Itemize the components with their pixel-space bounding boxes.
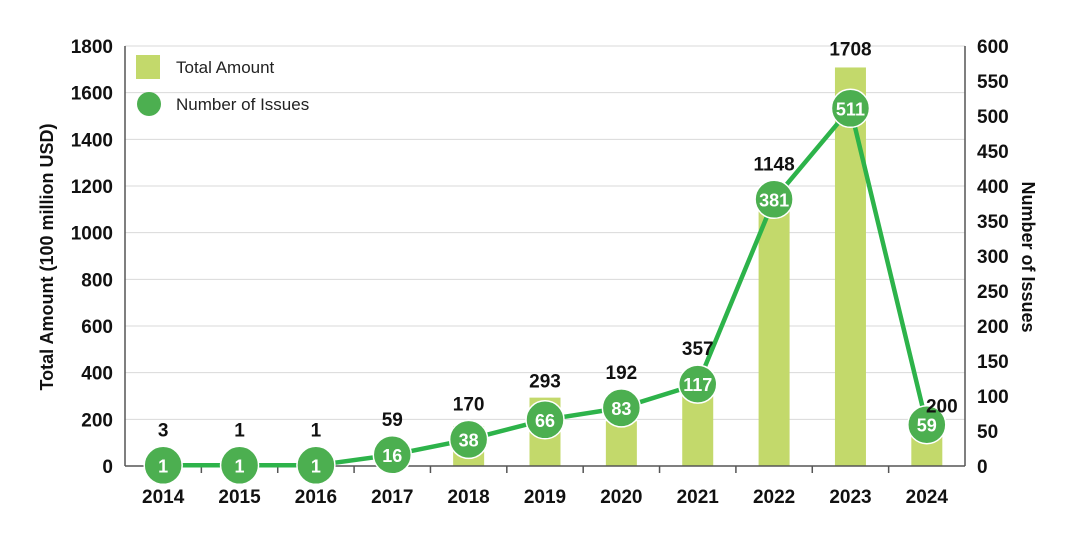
bar-value-label: 3 bbox=[158, 420, 169, 441]
gridlines bbox=[125, 45, 965, 420]
y2-tick-label: 150 bbox=[977, 352, 1009, 373]
y-axis-title: Total Amount (100 million USD) bbox=[37, 123, 57, 390]
issues-value-label: 1 bbox=[235, 456, 245, 476]
y2-tick-label: 300 bbox=[977, 247, 1009, 268]
x-tick-label: 2016 bbox=[295, 487, 337, 508]
y2-tick-label: 600 bbox=[977, 37, 1009, 58]
issues-marker bbox=[296, 445, 336, 486]
issues-value-label: 1 bbox=[311, 456, 321, 476]
y-tick-label: 200 bbox=[81, 410, 113, 431]
y2-tick-label: 250 bbox=[977, 282, 1009, 303]
y2-tick-label: 100 bbox=[977, 387, 1009, 408]
y-tick-label: 1000 bbox=[71, 224, 113, 245]
bar-value-label: 1708 bbox=[829, 39, 871, 60]
y2-tick-label: 500 bbox=[977, 107, 1009, 128]
bar bbox=[834, 67, 866, 466]
issues-value-label: 83 bbox=[611, 399, 631, 419]
x-tick-label: 2024 bbox=[906, 487, 949, 508]
y-tick-label: 400 bbox=[81, 364, 113, 385]
issues-marker bbox=[525, 400, 565, 440]
y-tick-label: 1600 bbox=[71, 84, 113, 105]
x-tick-label: 2018 bbox=[447, 487, 489, 508]
y2-tick-label: 200 bbox=[977, 317, 1009, 338]
issues-value-label: 381 bbox=[759, 190, 789, 210]
issues-marker bbox=[372, 435, 413, 475]
y-tick-label: 600 bbox=[81, 317, 113, 338]
legend: Total Amount Number of Issues bbox=[136, 55, 309, 116]
issues-marker bbox=[677, 364, 718, 404]
issues-value-label: 66 bbox=[535, 411, 555, 431]
y-tick-label: 1200 bbox=[71, 177, 113, 198]
issues-value-label: 16 bbox=[382, 446, 402, 466]
y-tick-label: 1800 bbox=[71, 37, 113, 58]
legend-label-total-amount: Total Amount bbox=[176, 58, 275, 77]
bar-value-label: 357 bbox=[682, 339, 714, 360]
issues-marker bbox=[601, 388, 642, 428]
issues-marker bbox=[219, 445, 260, 486]
y2-tick-label: 550 bbox=[977, 72, 1009, 93]
x-tick-label: 2020 bbox=[600, 487, 642, 508]
bar-value-label: 59 bbox=[382, 410, 403, 431]
bar-value-label: 293 bbox=[529, 372, 561, 393]
y-tick-label: 1400 bbox=[71, 130, 113, 151]
y2-tick-label: 350 bbox=[977, 212, 1009, 233]
y2-tick-label: 400 bbox=[977, 177, 1009, 198]
x-tick-label: 2023 bbox=[829, 487, 871, 508]
x-tick-label: 2022 bbox=[753, 487, 795, 508]
line-series-number-of-issues: 1 1 1 16 38 66 83 117 381 511 59 bbox=[143, 88, 947, 486]
issues-marker bbox=[448, 419, 489, 460]
x-tick-label: 2021 bbox=[677, 487, 720, 508]
x-tick-label: 2019 bbox=[524, 487, 566, 508]
y2-axis-title: Number of Issues bbox=[1018, 181, 1038, 332]
bar-value-label: 200 bbox=[926, 396, 958, 417]
legend-label-number-of-issues: Number of Issues bbox=[176, 95, 309, 114]
issues-value-label: 59 bbox=[917, 416, 937, 436]
legend-swatch-total-amount bbox=[136, 55, 160, 79]
tick-labels: 0200400600800100012001400160018000501001… bbox=[71, 37, 1009, 508]
bar-value-label: 192 bbox=[606, 363, 638, 384]
legend-swatch-number-of-issues bbox=[137, 92, 161, 116]
issues-marker bbox=[143, 445, 183, 486]
issues-value-label: 117 bbox=[683, 375, 712, 395]
issues-marker bbox=[830, 88, 871, 129]
y2-tick-label: 450 bbox=[977, 142, 1009, 163]
x-tick-label: 2017 bbox=[371, 487, 413, 508]
bar-value-label: 1 bbox=[311, 420, 322, 441]
issues-value-label: 1 bbox=[158, 456, 168, 476]
bar-value-label: 1 bbox=[234, 420, 245, 441]
bar bbox=[758, 198, 790, 466]
y-tick-label: 0 bbox=[102, 457, 113, 478]
data-labels: 3 1 1 59 170 293 192 357 1148 1708 200 bbox=[158, 39, 958, 441]
issues-value-label: 511 bbox=[836, 99, 865, 119]
y-tick-label: 800 bbox=[81, 270, 113, 291]
x-tick-label: 2015 bbox=[218, 487, 261, 508]
y2-tick-label: 50 bbox=[977, 422, 998, 443]
bar-value-label: 1148 bbox=[753, 154, 794, 175]
bar-value-label: 170 bbox=[453, 394, 485, 415]
y2-tick-label: 0 bbox=[977, 457, 988, 478]
bar bbox=[605, 421, 637, 466]
issues-marker bbox=[754, 179, 794, 220]
x-tick-label: 2014 bbox=[142, 487, 185, 508]
issues-value-label: 38 bbox=[459, 430, 479, 450]
issues-marker bbox=[907, 404, 947, 445]
